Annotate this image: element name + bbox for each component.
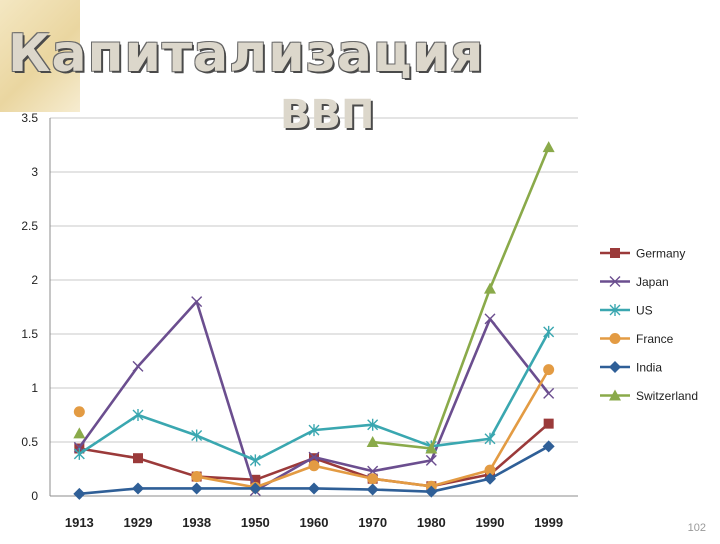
data-point-japan: [543, 387, 555, 399]
legend-marker-india: [609, 361, 621, 373]
x-tick-label: 1999: [534, 515, 563, 530]
legend-marker-france: [609, 333, 621, 344]
data-point-india: [249, 482, 262, 495]
x-tick-label: 1938: [182, 515, 211, 530]
legend-label-japan: Japan: [636, 275, 669, 289]
x-tick-label: 1913: [65, 515, 94, 530]
data-point-us: [308, 424, 320, 437]
legend-marker-japan: [609, 276, 621, 287]
data-point-japan: [425, 454, 437, 466]
x-tick-label: 1970: [358, 515, 387, 530]
data-point-germany: [543, 418, 554, 429]
data-point-japan: [484, 313, 496, 325]
data-point-us: [73, 447, 85, 460]
data-point-india: [132, 482, 144, 495]
x-tick-label: 1990: [476, 515, 505, 530]
y-tick-label: 2: [31, 273, 38, 287]
data-point-us: [191, 429, 203, 442]
capitalization-line-chart: 0 0.5 1 1.5 2 2.5 3 3.5 1913 1929 1938 1950 1960 1970…: [21, 111, 698, 530]
x-tick-label: 1950: [241, 515, 270, 530]
legend-marker-switzerland: [609, 389, 621, 401]
data-point-india: [366, 483, 379, 496]
data-point-india: [542, 440, 555, 453]
data-point-us: [543, 325, 555, 338]
data-point-france: [73, 406, 85, 418]
legend-label-india: India: [636, 361, 662, 375]
x-tick-label: 1960: [300, 515, 329, 530]
data-point-france: [191, 471, 203, 483]
series-line-us: [78, 331, 550, 462]
y-tick-label: 0: [31, 489, 38, 503]
data-point-switzerland: [542, 141, 555, 153]
data-point-switzerland: [484, 282, 496, 294]
page-number: 102: [687, 522, 706, 534]
data-point-japan: [132, 360, 144, 372]
x-tick-label: 1929: [124, 515, 153, 530]
legend-marker-germany: [610, 248, 620, 258]
y-tick-label: 0.5: [21, 435, 38, 449]
data-point-germany: [250, 474, 261, 485]
slide-title: Капитализация: [8, 24, 485, 84]
y-tick-label: 1.5: [21, 327, 38, 341]
data-point-france: [543, 364, 555, 376]
decorative-corner-panel: [0, 0, 80, 112]
data-point-switzerland: [366, 436, 379, 447]
data-point-us: [132, 409, 144, 421]
data-point-us: [249, 454, 261, 467]
data-point-us: [367, 418, 379, 431]
data-point-france: [308, 460, 320, 472]
data-point-switzerland: [73, 427, 86, 439]
series-line-switzerland: [372, 146, 550, 450]
data-point-india: [190, 482, 203, 495]
data-point-japan: [308, 451, 320, 463]
data-point-india: [484, 472, 496, 485]
y-tick-label: 1: [31, 381, 38, 395]
y-tick-label: 3: [31, 165, 38, 179]
legend-label-germany: Germany: [636, 247, 685, 261]
y-tick-label: 2.5: [21, 219, 38, 233]
slide-title-cutoff-text: ВВП: [280, 92, 375, 138]
x-tick-label: 1980: [417, 515, 446, 530]
data-point-france: [484, 464, 496, 476]
legend-label-us: US: [636, 304, 653, 318]
data-point-japan: [191, 296, 203, 308]
data-point-india: [73, 487, 86, 500]
data-point-switzerland: [425, 442, 438, 454]
y-tick-label: 3.5: [21, 112, 38, 125]
legend-marker-us: [609, 304, 621, 316]
data-point-germany: [133, 453, 143, 464]
data-point-india: [308, 482, 320, 495]
data-point-france: [367, 473, 379, 485]
data-point-us: [484, 432, 496, 445]
chart-panel: 0 0.5 1 1.5 2 2.5 3 3.5 1913 1929 1938 1950 1960 1970…: [0, 111, 720, 540]
data-point-india: [425, 485, 438, 498]
legend-label-switzerland: Switzerland: [636, 389, 698, 403]
legend-label-france: France: [636, 332, 674, 346]
